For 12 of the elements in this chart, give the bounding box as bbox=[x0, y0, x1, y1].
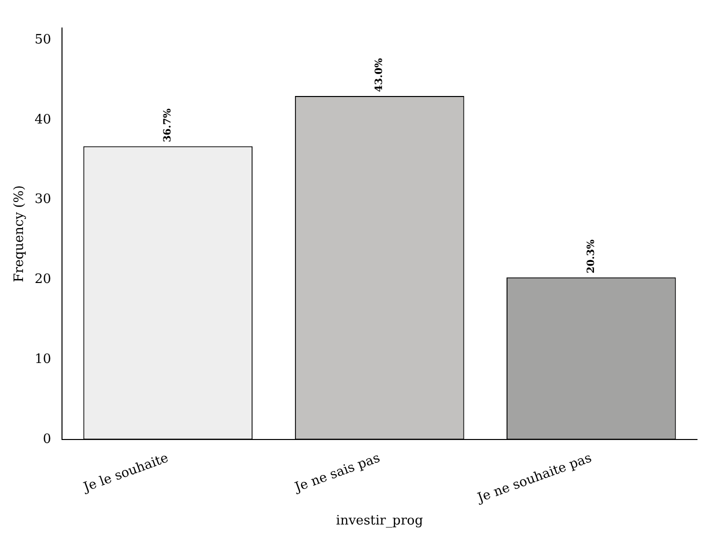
y-tick-label: 50 bbox=[34, 32, 52, 48]
y-tick-label: 30 bbox=[34, 192, 52, 208]
data-label: 43.0% bbox=[374, 58, 386, 92]
y-axis-title: Frequency (%) bbox=[12, 185, 28, 282]
data-label: 20.3% bbox=[586, 239, 597, 274]
y-tick-label: 0 bbox=[42, 432, 52, 448]
y-tick-label: 10 bbox=[34, 352, 52, 368]
y-tick-label: 20 bbox=[34, 272, 52, 288]
data-label: 36.7% bbox=[162, 108, 174, 142]
x-tick-label: Je ne sais pas bbox=[291, 450, 382, 496]
y-tick-label: 40 bbox=[34, 112, 52, 128]
x-axis-title: investir_prog bbox=[336, 514, 424, 529]
